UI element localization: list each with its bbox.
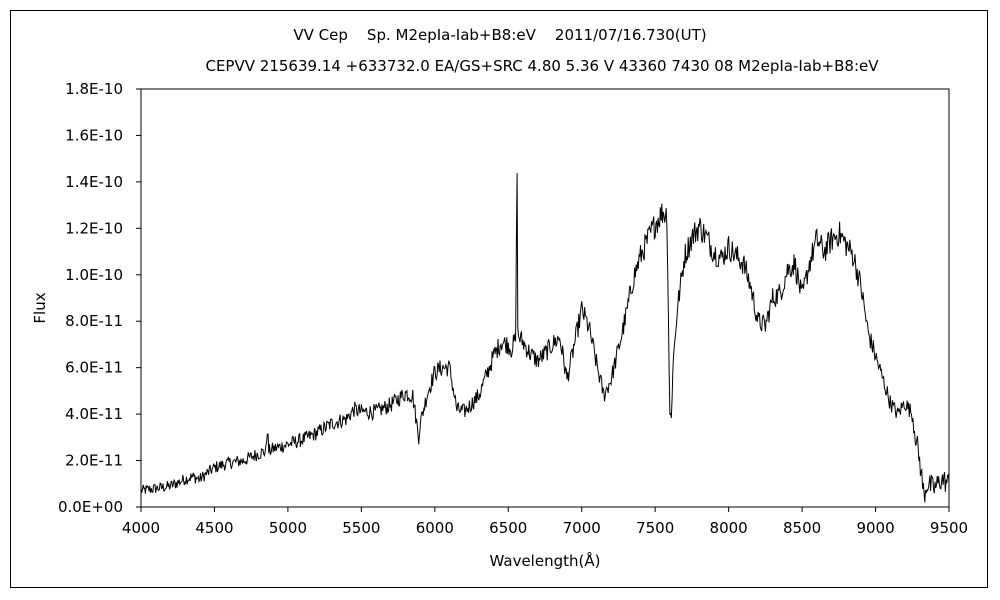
x-tick-label: 7500	[636, 519, 674, 537]
y-tick-label: 2.0E-11	[65, 452, 123, 470]
y-axis-label: Flux	[31, 292, 49, 323]
y-tick-label: 6.0E-11	[65, 359, 123, 377]
chart-title: VV Cep Sp. M2epIa-Iab+B8:eV 2011/07/16.7…	[293, 26, 706, 44]
axis-ticks: 4000 4500 5000 5500 6000 6500 7000 7500 8000 8500…	[58, 80, 968, 537]
spectrum-line	[140, 173, 950, 503]
x-tick-label: 9000	[856, 519, 894, 537]
x-tick-label: 8500	[783, 519, 821, 537]
y-tick-label: 1.8E-10	[65, 80, 123, 98]
y-tick-label: 1.0E-10	[65, 266, 123, 284]
y-tick-label: 0.0E+00	[58, 498, 123, 516]
x-tick-label: 4000	[122, 519, 160, 537]
x-tick-label: 9500	[930, 519, 968, 537]
x-tick-label: 8000	[710, 519, 748, 537]
x-tick-label: 5500	[342, 519, 380, 537]
y-tick-label: 1.2E-10	[65, 219, 123, 237]
y-tick-label: 8.0E-11	[65, 312, 123, 330]
x-axis-label: Wavelength(Å)	[490, 551, 601, 570]
chart-subtitle: CEPVV 215639.14 +633732.0 EA/GS+SRC 4.80…	[205, 57, 879, 75]
chart-frame	[10, 10, 988, 588]
y-tick-label: 4.0E-11	[65, 405, 123, 423]
x-tick-label: 4500	[195, 519, 233, 537]
x-tick-label: 6500	[489, 519, 527, 537]
x-tick-label: 5000	[269, 519, 307, 537]
plot-area	[140, 88, 950, 508]
y-tick-label: 1.4E-10	[65, 173, 123, 191]
y-tick-label: 1.6E-10	[65, 126, 123, 144]
x-tick-label: 6000	[416, 519, 454, 537]
x-tick-label: 7000	[563, 519, 601, 537]
